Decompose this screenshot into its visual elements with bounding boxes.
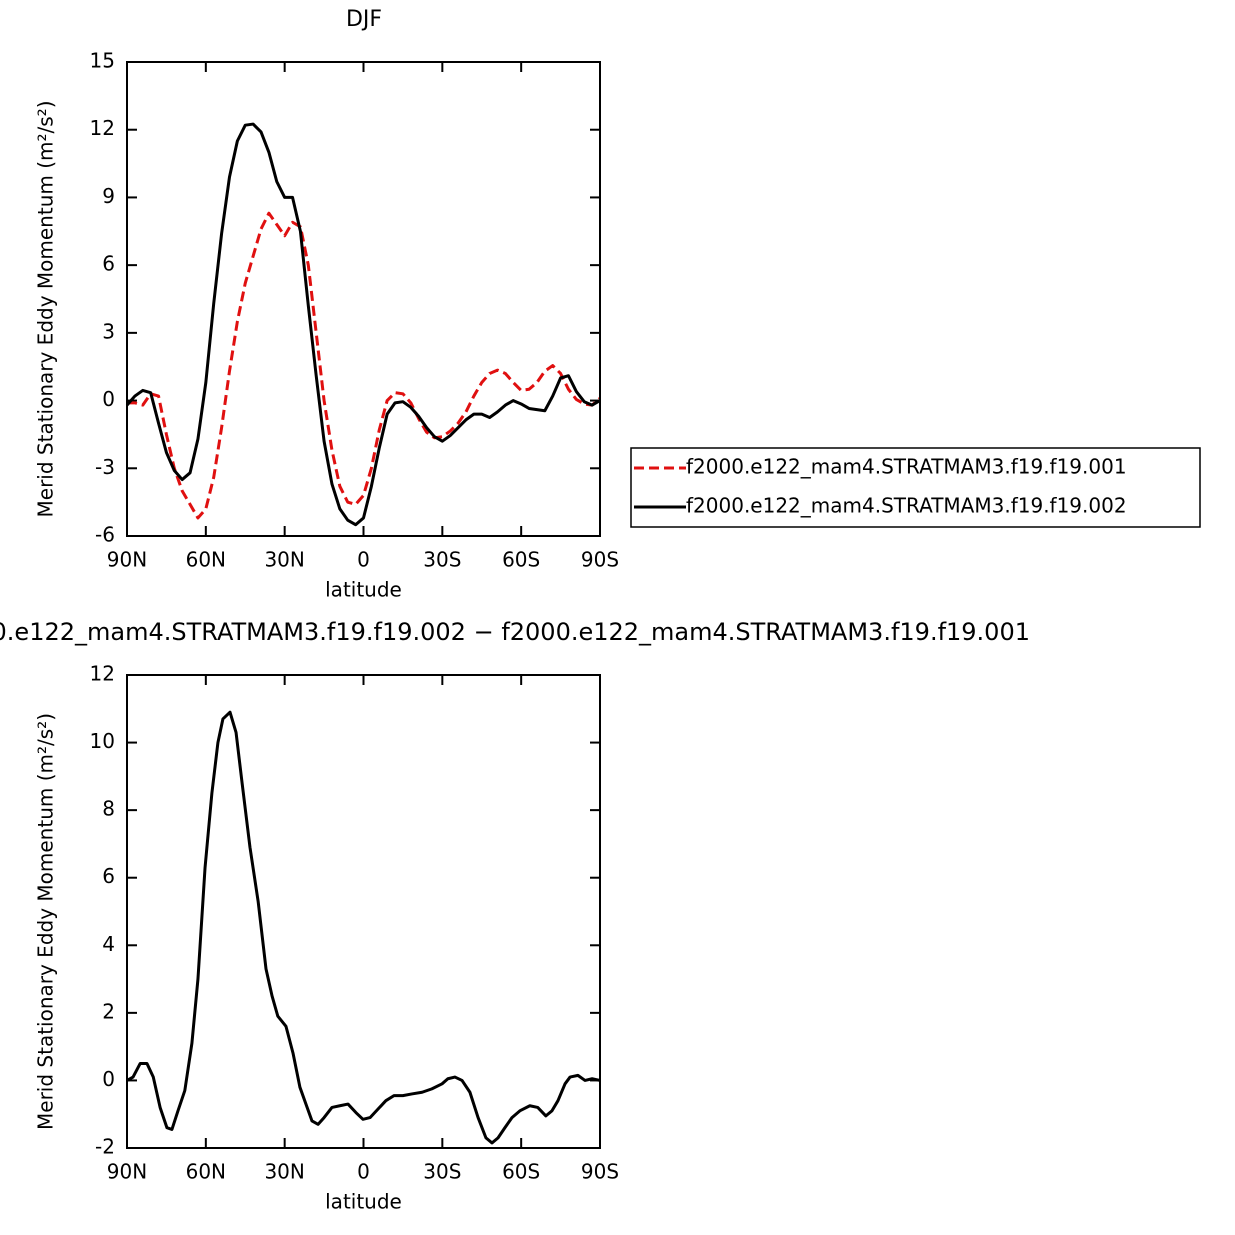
y-tick-label: 4 [102,932,115,956]
data-line [127,211,601,520]
x-tick-label: 90S [581,1160,619,1184]
x-tick-label: 90N [107,1160,147,1184]
chart-title: f2000.e122_mam4.STRATMAM3.f19.f19.002 − … [0,618,1030,646]
x-tick-label: 30N [264,548,304,572]
x-tick-label: 30S [423,548,461,572]
y-tick-label: 3 [102,319,115,343]
legend-box [630,447,1201,528]
x-tick-label: 60S [502,1160,540,1184]
legend-label: f2000.e122_mam4.STRATMAM3.f19.f19.001 [686,455,1127,479]
x-tick-label: 90S [581,548,619,572]
x-axis-label: latitude [325,578,402,602]
x-tick-label: 60N [186,1160,226,1184]
x-tick-label: 60N [186,548,226,572]
y-tick-label: 2 [102,999,115,1023]
y-tick-label: 15 [90,49,115,73]
x-axis-label: latitude [325,1190,402,1214]
legend-label: f2000.e122_mam4.STRATMAM3.f19.f19.002 [686,494,1127,518]
data-line [125,122,601,527]
plot-frame [126,61,601,537]
y-tick-label: -2 [95,1135,115,1159]
x-tick-label: 0 [357,548,370,572]
y-tick-label: -6 [95,523,115,547]
y-tick-label: 10 [90,729,115,753]
y-tick-label: 6 [102,864,115,888]
y-tick-label: 0 [102,1067,115,1091]
y-axis-label: Merid Stationary Eddy Momentum (m²/s²) [34,101,58,518]
chart-title: DJF [346,7,382,32]
y-tick-label: 12 [90,662,115,686]
data-line [126,710,601,1145]
x-tick-label: 30N [264,1160,304,1184]
y-tick-label: 12 [90,116,115,140]
y-tick-label: 6 [102,252,115,276]
plot-frame [126,674,601,1149]
x-tick-label: 90N [107,548,147,572]
y-tick-label: 8 [102,797,115,821]
y-tick-label: -3 [95,455,115,479]
x-tick-label: 30S [423,1160,461,1184]
y-axis-label: Merid Stationary Eddy Momentum (m²/s²) [34,713,58,1130]
x-tick-label: 0 [357,1160,370,1184]
y-tick-label: 0 [102,387,115,411]
y-tick-label: 9 [102,184,115,208]
x-tick-label: 60S [502,548,540,572]
